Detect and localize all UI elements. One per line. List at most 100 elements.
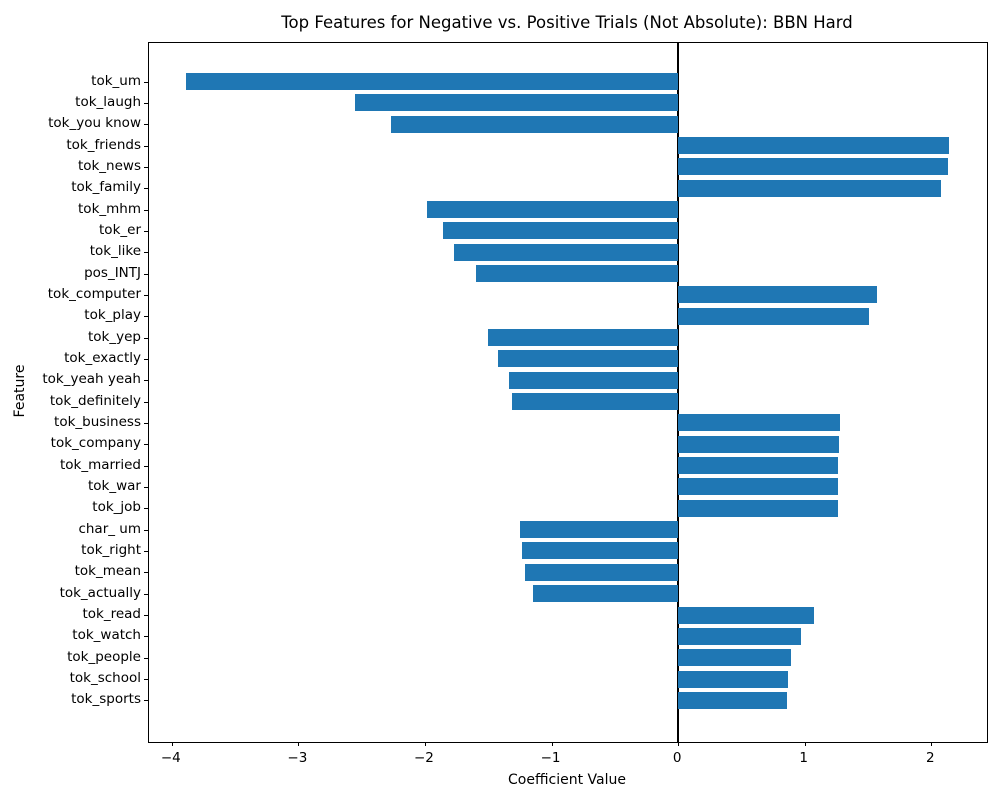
zero-axis-line	[677, 43, 679, 742]
bar-tok_laugh	[355, 94, 679, 112]
y-tick-label-tok_yeah-yeah: tok_yeah yeah	[42, 371, 141, 388]
bar-tok_sports	[678, 691, 787, 709]
bar-tok_married	[678, 457, 838, 475]
y-tick	[144, 679, 148, 681]
bar-pos_INTJ	[475, 265, 679, 283]
y-tick	[144, 252, 148, 254]
y-tick-label-tok_watch: tok_watch	[72, 627, 141, 644]
x-tick	[424, 742, 426, 746]
y-tick-label-tok_exactly: tok_exactly	[64, 349, 141, 366]
bar-tok_people	[678, 649, 791, 667]
bar-tok_actually	[532, 585, 679, 603]
y-tick-label-tok_actually: tok_actually	[59, 584, 141, 601]
y-tick-label-tok_mhm: tok_mhm	[78, 200, 141, 217]
plot-area	[144, 42, 988, 746]
bar-tok_um	[185, 73, 679, 90]
y-tick-label-tok_you-know: tok_you know	[48, 115, 141, 132]
bar-tok_definitely	[512, 393, 679, 411]
y-tick-label-tok_read: tok_read	[82, 606, 141, 622]
bar-tok_computer	[678, 286, 877, 304]
y-tick	[144, 401, 148, 403]
y-tick-label-tok_like: tok_like	[89, 243, 141, 260]
y-tick	[144, 508, 148, 510]
y-tick-label-tok_sports: tok_sports	[71, 691, 141, 708]
x-tick-label--3: −3	[287, 750, 308, 766]
bar-tok_job	[678, 499, 838, 517]
y-tick-label-tok_family: tok_family	[71, 179, 141, 196]
x-tick-label-2: 2	[926, 750, 935, 766]
x-tick	[551, 742, 553, 746]
x-tick	[298, 742, 300, 746]
y-tick	[144, 358, 148, 360]
x-tick	[931, 742, 933, 746]
x-axis-label: Coefficient Value	[508, 772, 626, 788]
y-tick	[144, 124, 148, 126]
x-tick	[804, 742, 806, 746]
bar-tok_yep	[488, 329, 679, 347]
y-tick-label-tok_laugh: tok_laugh	[75, 93, 141, 110]
y-tick	[144, 615, 148, 616]
y-tick-label-tok_job: tok_job	[92, 499, 141, 516]
y-tick-label-tok_school: tok_school	[69, 670, 141, 687]
chart-title: Top Features for Negative vs. Positive T…	[281, 13, 853, 32]
y-tick	[144, 209, 148, 211]
bar-tok_mhm	[427, 201, 679, 219]
y-tick	[144, 636, 148, 638]
y-tick-label-tok_definitely: tok_definitely	[49, 392, 141, 409]
bar-tok_business	[678, 414, 841, 432]
y-tick	[144, 422, 148, 424]
bar-tok_exactly	[498, 350, 679, 368]
bar-tok_school	[678, 670, 789, 688]
bar-tok_right	[522, 542, 679, 560]
y-tick	[144, 81, 148, 83]
y-tick-label-tok_right: tok_right	[81, 541, 141, 558]
y-tick-label-tok_play: tok_play	[84, 307, 141, 324]
y-tick	[144, 550, 148, 552]
x-tick-label--2: −2	[414, 750, 434, 766]
y-tick-label-tok_business: tok_business	[54, 413, 141, 430]
bar-tok_company	[678, 435, 839, 453]
x-tick-label--4: −4	[160, 750, 181, 766]
y-tick-label-tok_um: tok_um	[91, 72, 141, 89]
x-tick-label--1: −1	[540, 750, 561, 766]
y-tick	[144, 380, 148, 382]
bar-tok_er	[442, 222, 679, 240]
bar-tok_family	[678, 179, 942, 197]
y-tick	[144, 337, 148, 339]
y-tick	[144, 102, 148, 104]
x-tick-label-0: 0	[672, 750, 682, 766]
bar-tok_like	[454, 243, 679, 261]
x-tick	[171, 742, 173, 746]
y-tick	[144, 700, 148, 702]
y-tick	[144, 465, 148, 467]
y-tick-label-tok_news: tok_news	[77, 157, 141, 174]
bar-tok_play	[678, 307, 870, 325]
y-tick-label-tok_people: tok_people	[67, 648, 141, 665]
y-tick-label-tok_war: tok_war	[88, 477, 141, 494]
y-tick	[144, 166, 148, 168]
y-tick-label-tok_computer: tok_computer	[47, 285, 141, 302]
bar-tok_mean	[524, 563, 679, 581]
y-tick-label-tok_yep: tok_yep	[88, 328, 141, 345]
y-tick	[144, 572, 148, 574]
y-tick-label-tok_mean: tok_mean	[74, 563, 141, 580]
y-tick	[144, 444, 148, 446]
y-tick-label-tok_company: tok_company	[50, 435, 141, 452]
bar-tok_war	[678, 478, 838, 496]
y-tick-label-tok_friends: tok_friends	[66, 136, 141, 153]
y-tick	[144, 230, 148, 232]
y-tick	[144, 273, 148, 275]
y-tick	[144, 188, 148, 190]
bar-tok_watch	[678, 627, 801, 645]
y-tick	[144, 294, 148, 296]
x-tick-label-1: 1	[799, 750, 808, 766]
bar-tok_news	[678, 158, 948, 176]
y-tick	[144, 316, 148, 318]
bar-tok_yeah-yeah	[508, 371, 679, 389]
y-tick-label-tok_er: tok_er	[99, 221, 141, 238]
y-tick	[144, 529, 148, 531]
y-tick-label-tok_married: tok_married	[59, 456, 141, 473]
y-tick	[144, 657, 148, 659]
y-tick	[144, 593, 148, 595]
